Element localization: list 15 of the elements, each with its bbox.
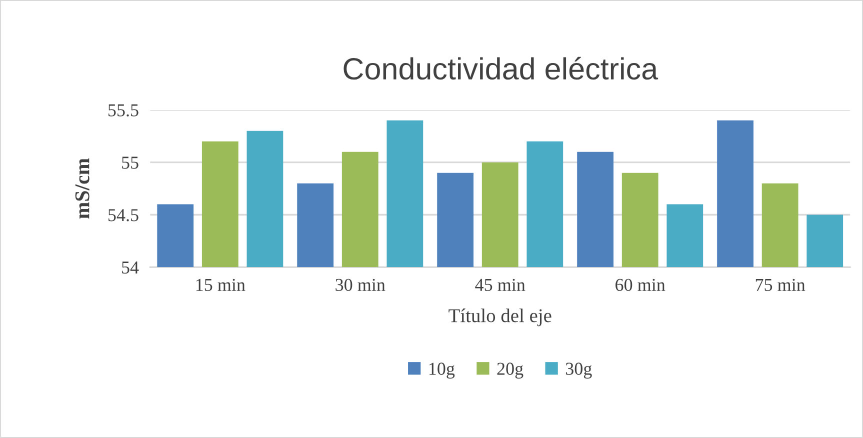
legend-label: 30g — [566, 362, 592, 379]
x-tick-label: 75 min — [756, 278, 806, 291]
y-tick-label: 55.5 — [108, 104, 138, 116]
chart-title: Conductividad eléctrica — [344, 56, 658, 80]
x-axis-title: Título del eje — [448, 308, 552, 326]
legend-label: 20g — [497, 362, 524, 379]
x-tick-label: 15 min — [196, 278, 246, 291]
legend-label: 10g — [429, 362, 455, 379]
x-tick-label: 45 min — [475, 278, 526, 291]
x-tick-label: 60 min — [616, 278, 666, 291]
x-tick-label: 30 min — [336, 278, 386, 291]
y-tick-label: 55 — [122, 156, 138, 169]
y-tick-label: 54.5 — [108, 209, 138, 222]
y-tick-label: 54 — [122, 262, 139, 274]
y-axis-title: mS/cm — [75, 158, 90, 219]
